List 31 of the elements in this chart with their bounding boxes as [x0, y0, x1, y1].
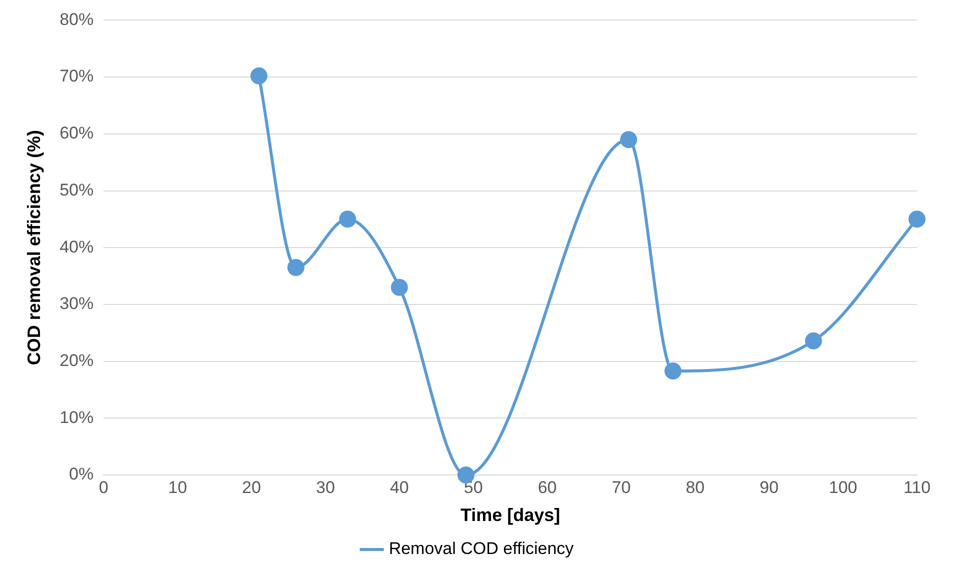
point [804, 332, 822, 350]
y-tick-label: 0% [69, 464, 94, 484]
y-tick-label: 50% [60, 180, 94, 200]
x-tick-label: 90 [760, 478, 779, 497]
y-tick-label: 20% [60, 350, 94, 370]
point [390, 278, 408, 296]
y-tick-label: 60% [60, 124, 94, 143]
x-tick-label: 0 [98, 478, 108, 497]
x-tick-label: 110 [903, 478, 931, 497]
y-tick-label: 40% [60, 237, 94, 256]
x-tick-label: 80 [686, 478, 705, 497]
y-tick-label: 80% [60, 10, 94, 29]
point [908, 210, 926, 228]
point [664, 362, 682, 380]
x-tick-label: 70 [612, 478, 631, 497]
y-tick-label: 10% [60, 408, 94, 427]
x-tick-label: 30 [316, 478, 335, 497]
point [620, 131, 638, 148]
x-tick-label: 40 [390, 478, 409, 497]
y-tick-label: 30% [60, 294, 94, 314]
y-axis-title: COD removal efficiency (%) [24, 130, 44, 366]
x-tick-label: 10 [168, 478, 188, 497]
x-tick-label: 60 [538, 478, 557, 497]
point [339, 210, 356, 228]
point [250, 67, 268, 84]
x-tick-label: 100 [828, 478, 858, 497]
point [287, 259, 304, 276]
x-axis-title: Time [days] [460, 505, 560, 526]
legend-label: Removal COD efficiency [388, 539, 574, 558]
x-tick-label: 20 [242, 478, 261, 497]
y-tick-label: 70% [60, 66, 94, 86]
